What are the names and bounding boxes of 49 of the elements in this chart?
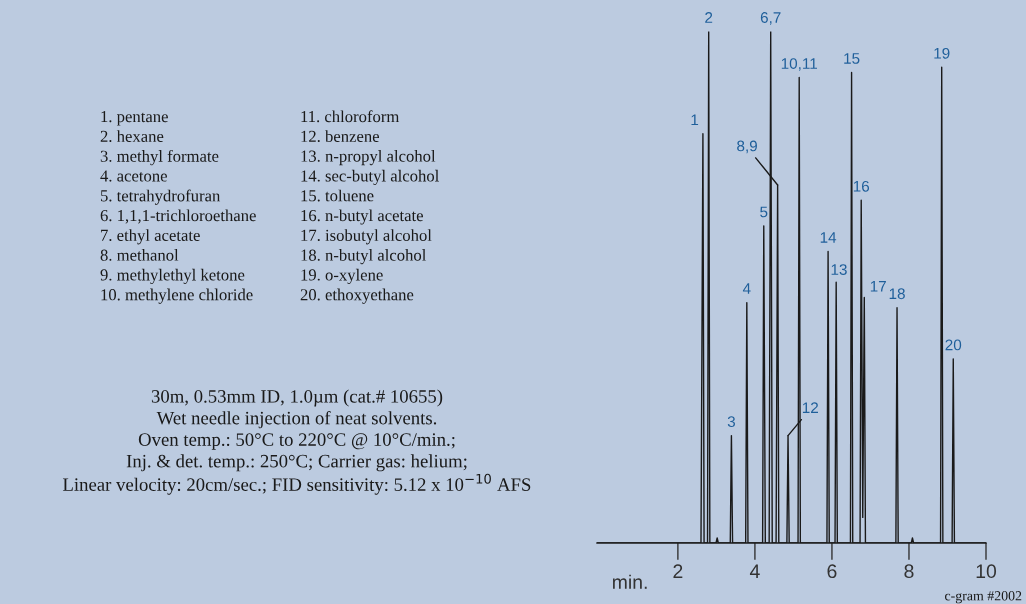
x-tick-label: 4 (749, 564, 760, 578)
annotation: 1 (691, 114, 699, 126)
text: 2. hexane (100, 130, 164, 143)
text: 3. methyl formate (100, 149, 219, 166)
annotation: 8,9 (737, 140, 757, 154)
annotation: 19 (934, 47, 950, 59)
text: 11. chloroform (301, 110, 400, 123)
x-axis-title: min. (612, 574, 647, 589)
text: 16. n-butyl acetate (301, 209, 423, 225)
annotation: 17 (870, 281, 886, 292)
x-tick-label: 8 (904, 564, 914, 579)
text: 5. tetrahydrofuran (100, 189, 221, 205)
text: 1. pentane (101, 111, 168, 126)
text: 14. sec-butyl alcohol (301, 169, 439, 185)
text: 18. n-butyl alcohol (301, 249, 427, 265)
annotation: 2 (705, 12, 713, 23)
text: 17. isobutyl alcohol (301, 229, 432, 245)
text: c-gram #2002 (945, 591, 1022, 604)
text: Wet needle injection of neat solvents. (156, 411, 437, 429)
text: Oven temp.: 50°C to 220°C @ 10°C/min.; (138, 433, 455, 450)
text: 12. benzene (301, 130, 380, 143)
text: 19. o-xylene (301, 268, 383, 284)
x-tick-label: 10 (976, 564, 997, 579)
text: 10. methylene chloride (101, 288, 253, 304)
annotation: 5 (760, 206, 768, 218)
text: 7. ethyl acetate (101, 229, 200, 245)
text: 20. ethoxyethane (300, 288, 414, 304)
text: Linear velocity: 20cm/sec.; FID sensitivity: 5.12 x 10$^{−10}$ AFS (62, 473, 531, 495)
annotation: 12 (802, 402, 818, 413)
annotation: 4 (742, 283, 751, 294)
annotation: 6,7 (760, 12, 781, 25)
text: 4. acetone (100, 170, 167, 182)
text: 9. methylethyl ketone (100, 268, 245, 284)
annotation: 18 (889, 288, 905, 300)
annotation: 10,11 (781, 58, 818, 71)
text: 6. 1,1,1-trichloroethane (100, 209, 256, 224)
x-tick-label: 6 (827, 564, 837, 579)
annotation: 15 (844, 53, 860, 64)
annotation: 14 (820, 232, 837, 243)
annotation: 20 (945, 339, 962, 351)
text: 15. toluene (301, 189, 374, 202)
text: 13. n-propyl alcohol (301, 150, 436, 166)
annotation: 13 (831, 264, 847, 275)
x-tick-label: 2 (673, 564, 683, 578)
text: 30m, 0.53mm ID, 1.0µm (cat.# 10655) (151, 389, 443, 407)
text: Inj. & det. temp.: 250°C; Carrier gas: helium; (126, 454, 467, 472)
annotation: 3 (727, 416, 735, 428)
text: 8. methanol (100, 249, 179, 261)
annotation: 16 (853, 180, 870, 192)
